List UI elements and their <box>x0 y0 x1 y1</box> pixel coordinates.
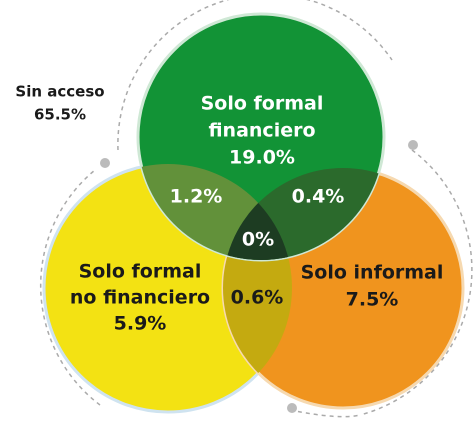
overlap-value: 0% <box>242 229 274 251</box>
outside-label: Sin acceso <box>15 83 104 101</box>
overlap-value: 0.4% <box>292 186 345 208</box>
region-label: financiero <box>208 120 315 142</box>
region-value: 5.9% <box>114 313 167 335</box>
overlap-value: 0.6% <box>231 287 284 309</box>
arc-dots <box>100 140 418 413</box>
outside-value: 65.5% <box>34 106 86 124</box>
green-yellow-overlap <box>138 164 292 260</box>
region-label: Solo formal <box>201 93 324 115</box>
region-value: 19.0% <box>229 147 295 169</box>
overlap-value: 1.2% <box>170 186 223 208</box>
dashed-arcs <box>39 0 473 418</box>
region-label: Solo informal <box>301 262 444 284</box>
region-value: 7.5% <box>346 289 399 311</box>
region-label: no financiero <box>70 287 210 309</box>
region-label: Solo formal <box>79 261 202 283</box>
green-orange-overlap <box>223 168 384 260</box>
